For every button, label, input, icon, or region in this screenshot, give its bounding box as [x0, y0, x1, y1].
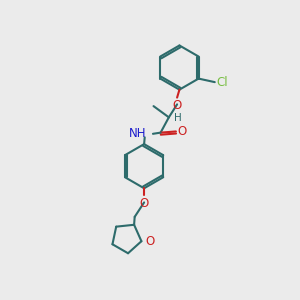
- Text: H: H: [174, 113, 182, 123]
- Text: Cl: Cl: [216, 76, 228, 88]
- Text: O: O: [178, 125, 187, 138]
- Text: O: O: [145, 235, 154, 248]
- Text: NH: NH: [129, 127, 146, 140]
- Text: O: O: [140, 196, 149, 209]
- Text: O: O: [172, 99, 182, 112]
